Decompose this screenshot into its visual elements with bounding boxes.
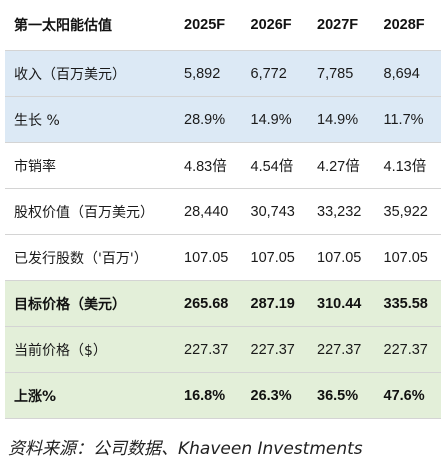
header-year-2026: 2026F [241,0,308,51]
table-header-row: 第一太阳能估值 2025F 2026F 2027F 2028F [5,0,441,51]
header-title: 第一太阳能估值 [5,0,175,51]
cell-2027: 227.37 [308,326,375,373]
cell-2027: 310.44 [308,280,375,327]
header-year-2028: 2028F [374,0,441,51]
cell-2025: 28,440 [175,188,242,235]
header-year-2025: 2025F [175,0,242,51]
source-caption: 资料来源：公司数据、Khaveen Investments [8,439,363,459]
cell-2026: 107.05 [241,234,308,281]
row-equity-value: 股权价值（百万美元） 28,440 30,743 33,232 35,922 [5,188,441,235]
cell-2028: 4.13倍 [374,142,441,189]
cell-2027: 7,785 [308,50,375,97]
row-label: 生长 % [5,96,175,143]
cell-2028: 227.37 [374,326,441,373]
cell-2026: 30,743 [241,188,308,235]
cell-2025: 4.83倍 [175,142,242,189]
row-target-price: 目标价格（美元） 265.68 287.19 310.44 335.58 [5,280,441,327]
cell-2025: 28.9% [175,96,242,143]
row-upside: 上涨% 16.8% 26.3% 36.5% 47.6% [5,372,441,419]
cell-2026: 6,772 [241,50,308,97]
row-label: 市销率 [5,142,175,189]
row-growth: 生长 % 28.9% 14.9% 14.9% 11.7% [5,96,441,143]
cell-2025: 227.37 [175,326,242,373]
row-label: 上涨% [5,372,175,419]
cell-2028: 8,694 [374,50,441,97]
row-label: 当前价格（$） [5,326,175,373]
cell-2028: 11.7% [374,96,441,143]
row-current-price: 当前价格（$） 227.37 227.37 227.37 227.37 [5,326,441,373]
row-revenue: 收入（百万美元） 5,892 6,772 7,785 8,694 [5,50,441,97]
row-ps-ratio: 市销率 4.83倍 4.54倍 4.27倍 4.13倍 [5,142,441,189]
cell-2026: 4.54倍 [241,142,308,189]
cell-2025: 265.68 [175,280,242,327]
cell-2027: 33,232 [308,188,375,235]
row-label: 收入（百万美元） [5,50,175,97]
cell-2025: 16.8% [175,372,242,419]
cell-2026: 227.37 [241,326,308,373]
row-shares-outstanding: 已发行股数（'百万'） 107.05 107.05 107.05 107.05 [5,234,441,281]
valuation-table: 第一太阳能估值 2025F 2026F 2027F 2028F 收入（百万美元）… [5,0,441,419]
cell-2025: 5,892 [175,50,242,97]
row-label: 股权价值（百万美元） [5,188,175,235]
cell-2028: 35,922 [374,188,441,235]
cell-2027: 14.9% [308,96,375,143]
cell-2025: 107.05 [175,234,242,281]
cell-2027: 4.27倍 [308,142,375,189]
cell-2028: 107.05 [374,234,441,281]
cell-2028: 47.6% [374,372,441,419]
row-label: 已发行股数（'百万'） [5,234,175,281]
row-label: 目标价格（美元） [5,280,175,327]
cell-2027: 36.5% [308,372,375,419]
cell-2027: 107.05 [308,234,375,281]
cell-2026: 14.9% [241,96,308,143]
cell-2026: 26.3% [241,372,308,419]
header-year-2027: 2027F [308,0,375,51]
cell-2026: 287.19 [241,280,308,327]
cell-2028: 335.58 [374,280,441,327]
